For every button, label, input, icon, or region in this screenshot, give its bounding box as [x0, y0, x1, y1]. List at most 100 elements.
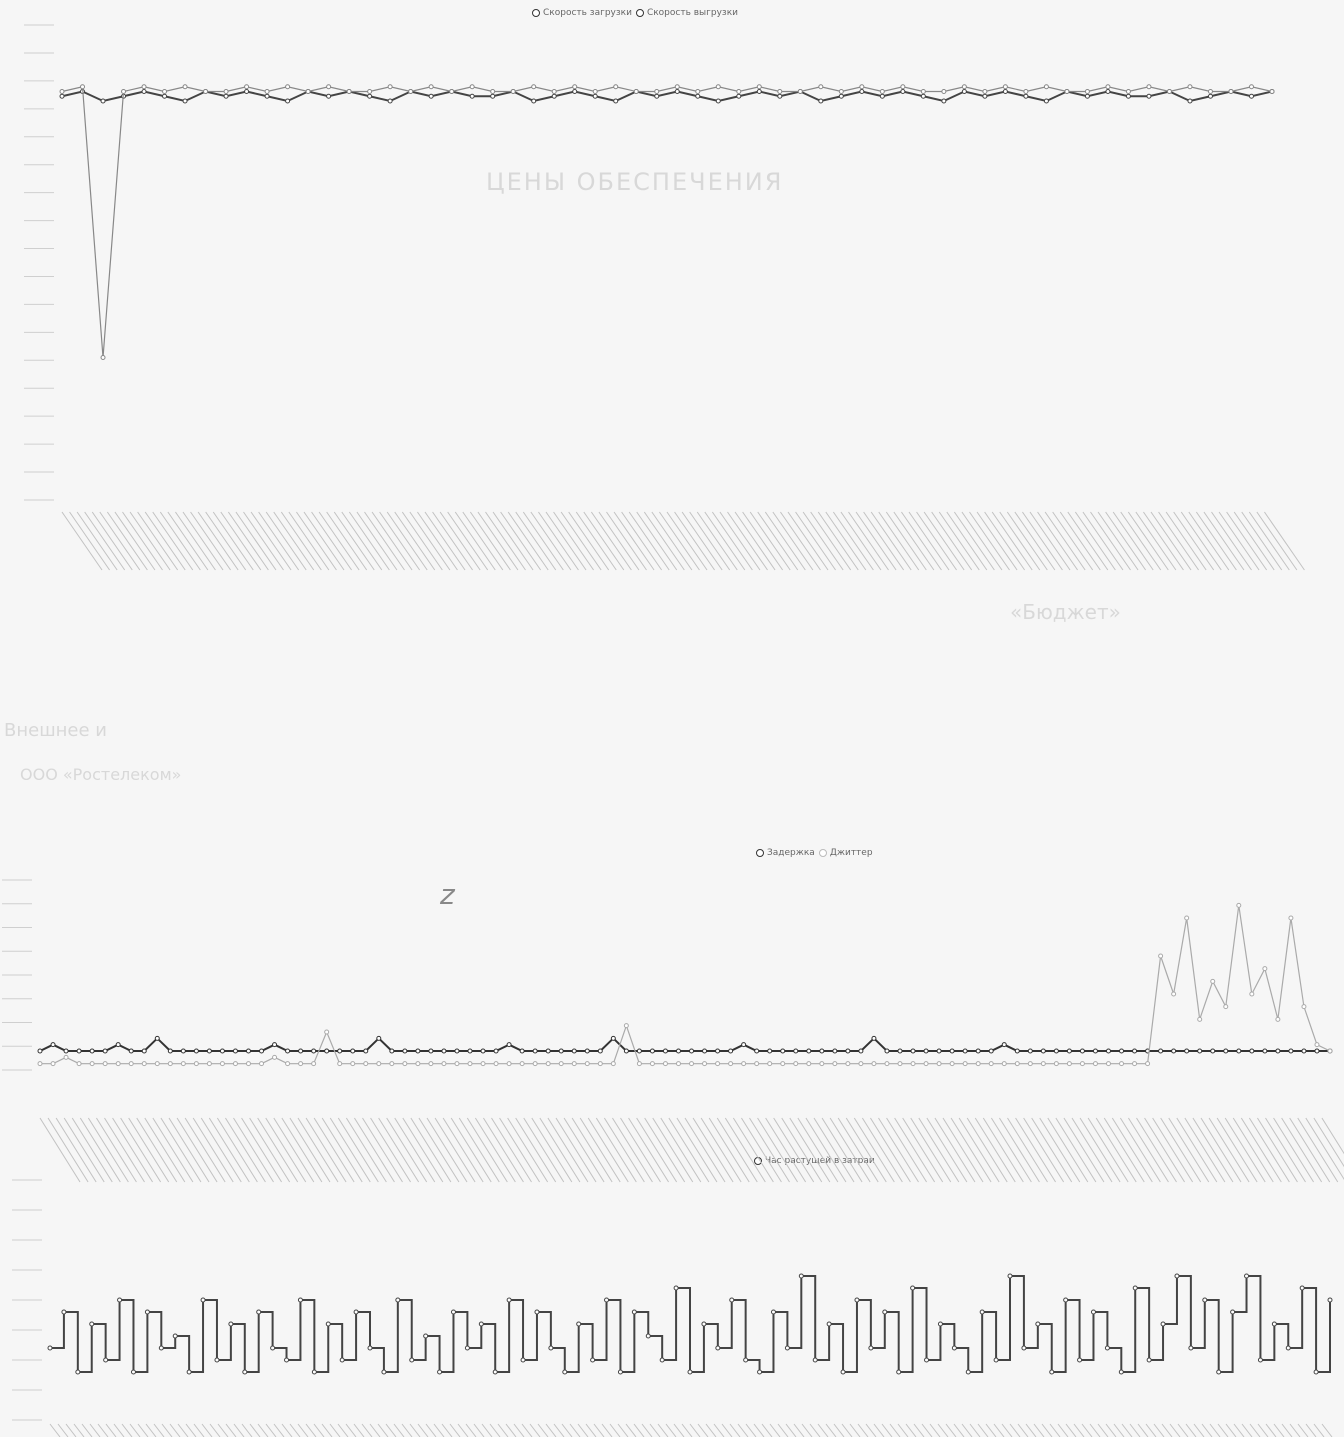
chart1-series-1-point-42: [920, 89, 926, 94]
chart1-xtick-105: [855, 511, 897, 571]
chart3-xtick-8: [113, 1423, 125, 1437]
chart1-xtick-45: [401, 511, 443, 571]
chart2-xtick-89: [757, 1117, 798, 1183]
legend-item-jitter[interactable]: Джиттер: [818, 848, 873, 858]
chart2-xtick-69: [595, 1117, 637, 1183]
chart2-series-1-point-61: [832, 1061, 838, 1067]
chart2-xtick-74: [636, 1117, 678, 1183]
chart3-xtick-82: [705, 1423, 717, 1437]
chart1-xtick-28: [273, 511, 315, 571]
chart2-series-1-point-32: [454, 1061, 460, 1067]
chart1-xtick-2: [76, 511, 118, 571]
chart2-series-1-point-18: [272, 1054, 278, 1060]
chart1-xtick-130: [1044, 511, 1086, 571]
legend-item-upload[interactable]: Скорость выгрузки: [635, 8, 738, 18]
chart1-series-1-point-23: [531, 84, 537, 90]
chart2-series-0-point-30: [428, 1048, 434, 1054]
chart3-xtick-87: [745, 1423, 757, 1437]
chart1-series-1-point-29: [654, 89, 660, 94]
chart1-xtick-59: [507, 511, 549, 571]
chart1-series-0-point-24: [551, 93, 557, 99]
chart2-series-0-point-5: [102, 1048, 108, 1054]
chart1-series-0-point-23: [531, 98, 537, 104]
chart3-xtick-143: [1193, 1423, 1205, 1437]
chart2-series-1-point-76: [1027, 1061, 1033, 1067]
chart1-xtick-73: [613, 511, 655, 571]
chart1-xtick-52: [454, 511, 496, 571]
chart3-xtick-101: [857, 1423, 869, 1437]
chart1-series-0-point-20: [469, 93, 475, 99]
chart1-xtick-109: [885, 511, 927, 571]
chart2-series-1-point-85: [1145, 1061, 1151, 1067]
chart1-xtick-144: [1150, 511, 1192, 571]
chart1-series-1-point-17: [408, 89, 414, 94]
chart2-series-0-point-86: [1158, 1048, 1164, 1054]
chart2-xtick-100: [845, 1117, 887, 1183]
chart2-series-0-point-52: [715, 1048, 721, 1054]
legend-label-jitter: Джиттер: [829, 848, 873, 858]
chart2-series-0-point-29: [415, 1048, 421, 1054]
chart1-xtick-13: [159, 511, 201, 571]
chart3-xtick-111: [937, 1423, 949, 1437]
chart3-series-0-point-72: [1049, 1369, 1055, 1375]
chart1-xtick-27: [265, 511, 307, 571]
chart3-xtick-33: [313, 1423, 325, 1437]
chart2-series-1-point-31: [441, 1061, 447, 1067]
chart3-series-0-point-81: [1174, 1273, 1180, 1279]
chart1-xtick-70: [590, 511, 632, 571]
chart3-xtick-35: [329, 1423, 341, 1437]
chart1-series-1-point-27: [613, 84, 619, 90]
chart2-xtick-125: [1047, 1117, 1089, 1183]
chart1-xtick-89: [734, 511, 776, 571]
chart3-xtick-93: [793, 1423, 805, 1437]
chart3-xtick-25: [249, 1423, 261, 1437]
chart2-series-0-point-73: [988, 1048, 994, 1054]
chart3-series-0-point-33: [506, 1297, 512, 1303]
chart1-xtick-125: [1006, 511, 1048, 571]
chart2-xtick-41: [370, 1117, 411, 1183]
chart2-xtick-109: [918, 1117, 960, 1183]
legend-item-latency[interactable]: Задержка: [756, 848, 815, 858]
chart3-xtick-66: [577, 1423, 589, 1437]
chart2-series-0-point-36: [506, 1042, 512, 1048]
chart2-xtick-20: [200, 1117, 242, 1183]
chart3-xtick-153: [1273, 1423, 1285, 1437]
chart1-xtick-10: [137, 511, 179, 571]
chart3-xtick-104: [881, 1423, 893, 1437]
chart1-series-1-point-21: [490, 89, 496, 94]
chart2-series-1-point-2: [63, 1054, 69, 1060]
legend-item-download[interactable]: Скорость загрузки: [532, 8, 632, 18]
chart1-series-0-point-45: [982, 93, 988, 99]
chart2-series-1-point-58: [793, 1061, 799, 1067]
chart2-series-0-point-98: [1314, 1048, 1320, 1054]
chart3-series-0-point-76: [1104, 1345, 1110, 1351]
chart3-xtick-117: [985, 1423, 997, 1437]
chart3-xtick-110: [929, 1423, 941, 1437]
chart3-xtick-53: [473, 1423, 485, 1437]
chart1-xtick-32: [303, 511, 345, 571]
chart3-xtick-118: [993, 1423, 1005, 1437]
chart1-xtick-21: [220, 511, 262, 571]
chart2-series-0-point-2: [63, 1048, 69, 1054]
chart1-series-0-point-6: [182, 98, 188, 104]
chart2-xtick-71: [612, 1117, 653, 1183]
chart2-xtick-55: [483, 1117, 524, 1183]
chart2-xtick-131: [1095, 1117, 1137, 1183]
chart2-series-0-point-24: [350, 1048, 356, 1054]
chart2-series-0-point-69: [936, 1048, 942, 1054]
chart3-xtick-71: [617, 1423, 629, 1437]
chart1-series-1-point-32: [715, 84, 721, 90]
chart2-xtick-42: [378, 1117, 420, 1183]
chart3-xtick-74: [641, 1423, 653, 1437]
legend-marker-upload: [635, 9, 644, 17]
chart2-xtick-61: [531, 1117, 573, 1183]
chart2-series-0-point-7: [128, 1048, 134, 1054]
chart2-series-0-point-34: [480, 1048, 486, 1054]
chart1-xtick-101: [825, 511, 867, 571]
chart3-xtick-105: [889, 1423, 901, 1437]
chart2-series-1-point-36: [506, 1061, 512, 1067]
chart2-xtick-120: [1007, 1117, 1048, 1183]
chart2-series-0-point-41: [571, 1048, 577, 1054]
chart1-series-0-point-33: [736, 93, 742, 99]
chart2-series-0-point-21: [311, 1048, 317, 1054]
